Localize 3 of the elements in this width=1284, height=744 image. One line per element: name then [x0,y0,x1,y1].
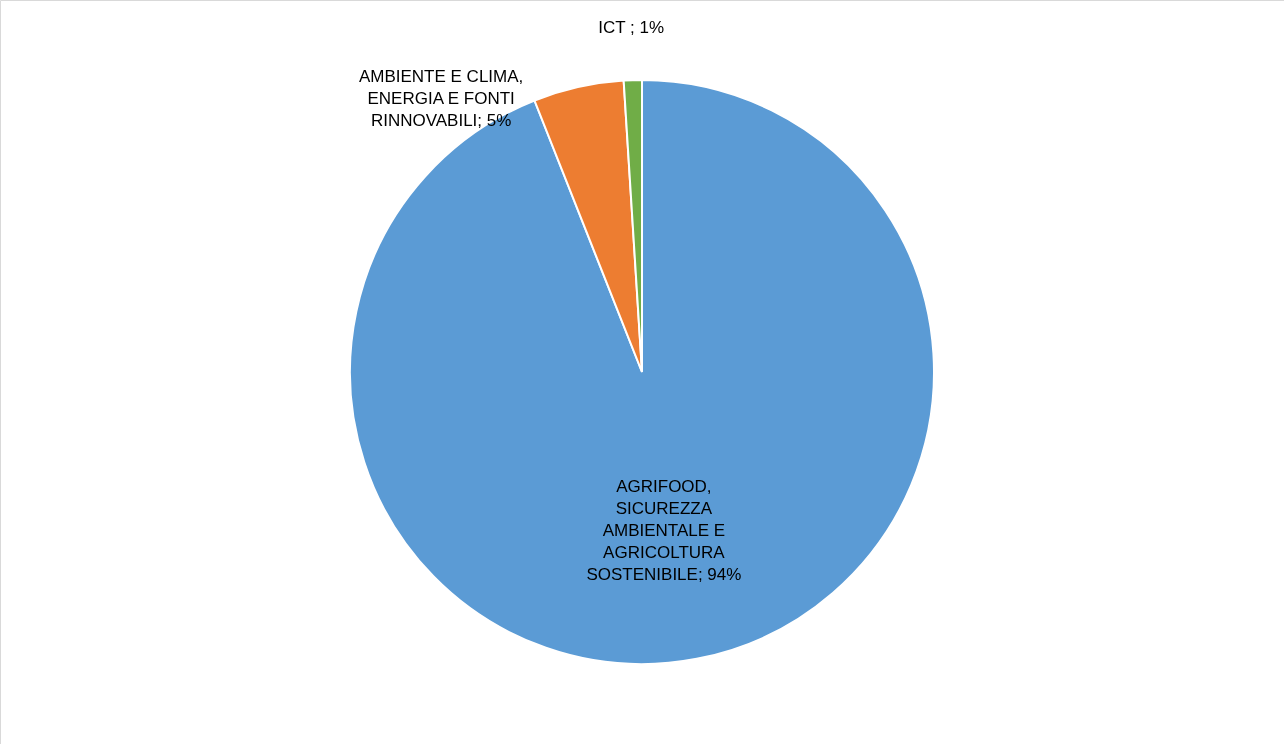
slice-label: AGRIFOOD, SICUREZZA AMBIENTALE E AGRICOLTURA SOSTENIBILE; 94% [586,476,742,584]
slice-label: AMBIENTE E CLIMA, ENERGIA E FONTI RINNOVABILI; 5% [358,67,524,131]
slice-label: ICT ; 1% [598,18,665,38]
